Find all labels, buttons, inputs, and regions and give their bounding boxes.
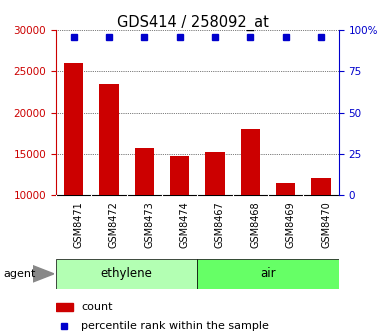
Bar — [197, 259, 339, 289]
Bar — [99, 84, 119, 195]
Bar — [205, 152, 225, 195]
Text: percentile rank within the sample: percentile rank within the sample — [81, 322, 269, 331]
Text: air: air — [260, 267, 276, 280]
Text: GSM8472: GSM8472 — [109, 201, 119, 248]
Text: agent: agent — [4, 269, 36, 279]
Text: GSM8471: GSM8471 — [74, 201, 84, 248]
Text: GSM8473: GSM8473 — [144, 201, 154, 248]
Bar — [241, 129, 260, 195]
Text: GSM8467: GSM8467 — [215, 201, 225, 248]
Bar — [170, 156, 189, 195]
Text: ethylene: ethylene — [100, 267, 152, 280]
Bar — [56, 259, 197, 289]
Bar — [276, 182, 295, 195]
Text: GDS414 / 258092_at: GDS414 / 258092_at — [117, 15, 268, 31]
Bar — [64, 63, 83, 195]
Text: count: count — [81, 302, 113, 312]
Text: GSM8468: GSM8468 — [250, 201, 260, 248]
Text: GSM8474: GSM8474 — [180, 201, 190, 248]
Text: GSM8470: GSM8470 — [321, 201, 331, 248]
Polygon shape — [33, 265, 54, 282]
Bar — [311, 178, 331, 195]
Bar — [134, 148, 154, 195]
Text: GSM8469: GSM8469 — [286, 201, 296, 248]
Bar — [56, 303, 73, 311]
